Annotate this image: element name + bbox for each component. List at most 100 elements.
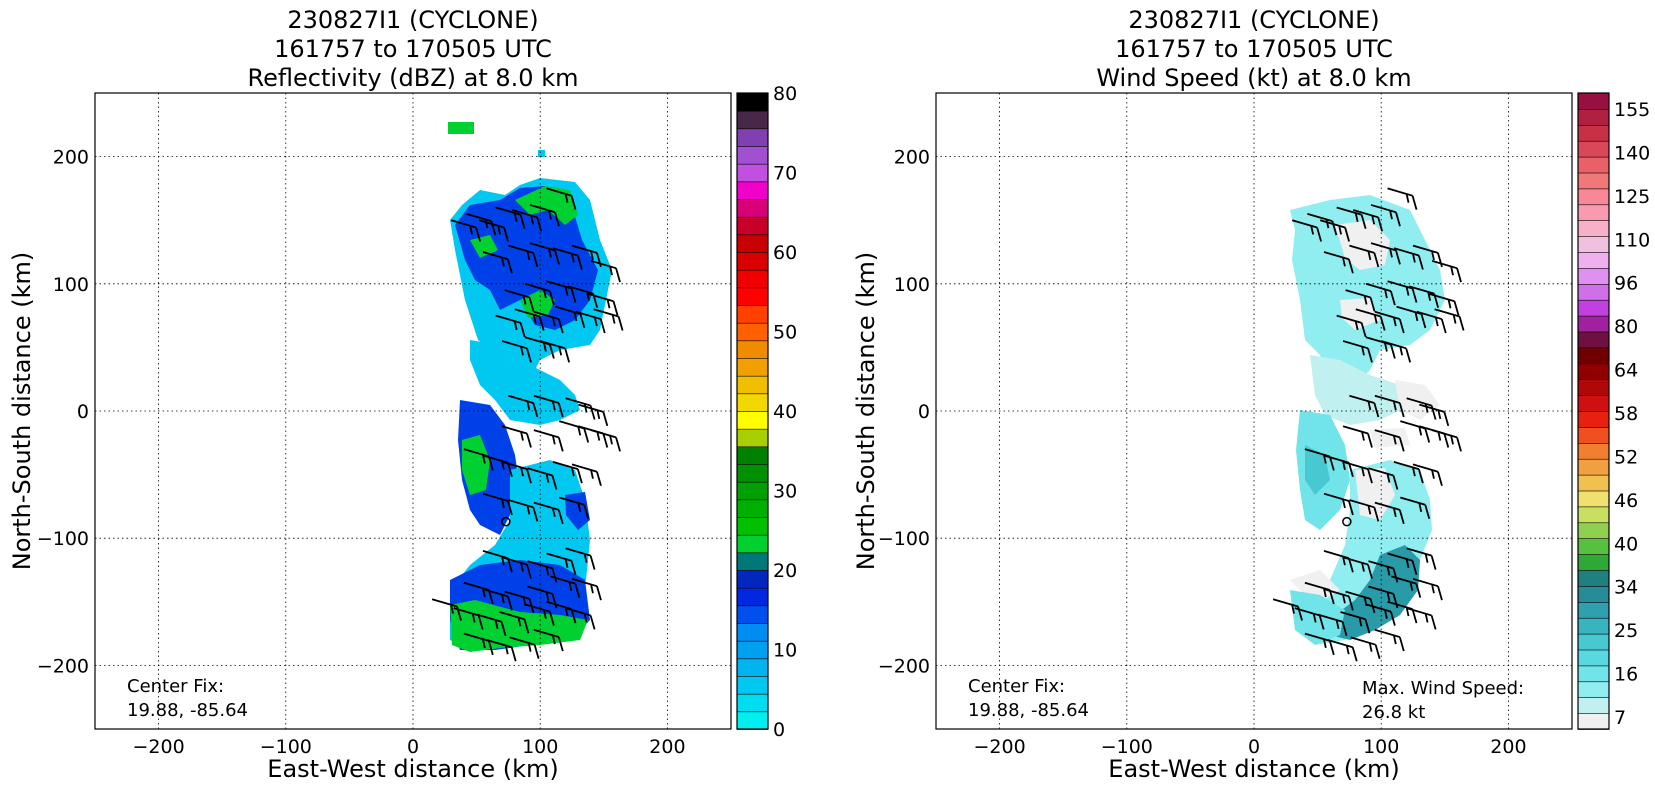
- colorbar-tick-label: 58: [1614, 403, 1638, 425]
- wind-barb: [1355, 308, 1386, 331]
- colorbar-tick-labels: 7 16 25 34 40 46 52 58 64 80 96 110 125 140 155: [1614, 99, 1650, 729]
- colorbar-segment: [736, 428, 769, 448]
- wind-barb: [1349, 394, 1380, 418]
- chart-title-line-1: 230827I1 (CYCLONE): [1128, 6, 1379, 34]
- colorbar-segment: [736, 128, 769, 147]
- wind-barb: [476, 613, 507, 637]
- wind-barb: [593, 308, 624, 331]
- wind-barb: [590, 429, 621, 452]
- wind-barb: [1304, 632, 1335, 656]
- wind-barb: [524, 603, 555, 626]
- wind-barb: [527, 560, 558, 583]
- wind-barb: [1294, 607, 1325, 630]
- y-tick-label: 200: [894, 147, 930, 169]
- wind-barb: [565, 547, 596, 570]
- reflectivity-panel: 230827I1 (CYCLONE) 161757 to 170505 UTC …: [8, 6, 797, 783]
- center-fix-label: Center Fix:: [968, 676, 1065, 697]
- colorbar-segment: [1577, 108, 1610, 126]
- wind-barb: [1393, 461, 1424, 484]
- wind-barb: [590, 260, 621, 283]
- wind-speed-colorbar: [1577, 92, 1610, 730]
- colorbar-segment: [1577, 347, 1610, 365]
- y-tick-label: −100: [37, 528, 89, 550]
- colorbar-segment: [1577, 665, 1610, 683]
- chart-title-line-2: 161757 to 170505 UTC: [274, 35, 552, 63]
- wind-barb: [482, 492, 513, 516]
- x-tick-label: −200: [974, 736, 1026, 758]
- wind-barb: [508, 499, 539, 522]
- colorbar-segment: [1577, 299, 1610, 317]
- wind-barb: [1434, 308, 1465, 331]
- wind-barb: [1400, 496, 1431, 520]
- wind-barb: [508, 394, 539, 418]
- wind-barb: [552, 247, 583, 270]
- wind-barb: [1406, 547, 1437, 570]
- wind-barb: [1319, 219, 1350, 242]
- wind-barb: [501, 425, 532, 448]
- colorbar-tick-label: 20: [773, 560, 797, 582]
- wind-barb: [1327, 639, 1358, 662]
- colorbar-tick-label: 34: [1614, 577, 1638, 599]
- wind-barb: [486, 639, 517, 662]
- wind-region-isolated: [1292, 208, 1310, 222]
- y-tick-labels: −200 −100 0 100 200: [37, 147, 89, 678]
- chart-title-line-3: Reflectivity (dBZ) at 8.0 km: [248, 64, 579, 92]
- colorbar-segment: [736, 552, 769, 571]
- x-tick-label: 0: [1248, 736, 1260, 758]
- x-tick-label: 200: [649, 736, 685, 758]
- wind-barb: [565, 607, 596, 630]
- wind-barb: [546, 552, 577, 575]
- wind-barb: [571, 463, 602, 486]
- wind-barb: [1345, 289, 1376, 312]
- wind-barb: [1323, 251, 1354, 274]
- colorbar-segment: [736, 446, 769, 465]
- colorbar-segment: [1577, 378, 1610, 396]
- wind-barb: [1412, 463, 1443, 486]
- colorbar-tick-label: 16: [1614, 664, 1638, 686]
- wind-barb: [1349, 244, 1380, 268]
- colorbar-segment: [1577, 696, 1610, 714]
- wind-barb: [1365, 282, 1396, 306]
- colorbar-segment: [1577, 617, 1610, 635]
- wind-region-south-light: [1290, 468, 1395, 605]
- colorbar-segment: [736, 198, 769, 218]
- plot-frame: [935, 92, 1573, 730]
- plot-frame: [94, 92, 732, 730]
- colorbar-segment: [736, 181, 769, 200]
- wind-barb: [1370, 242, 1401, 265]
- y-axis-label: North-South distance (km): [8, 252, 36, 571]
- colorbar-segment: [1577, 521, 1610, 539]
- wind-barb: [533, 394, 564, 418]
- wind-barb: [1370, 204, 1401, 227]
- colorbar-segment: [1577, 410, 1610, 428]
- wind-barb: [1336, 314, 1367, 338]
- colorbar-tick-label: 10: [773, 640, 797, 662]
- wind-barb: [482, 251, 513, 274]
- wind-barb: [1368, 467, 1399, 490]
- wind-barb: [527, 467, 558, 490]
- x-tick-labels: −200 −100 0 100 200: [133, 736, 686, 758]
- wind-region-north-light: [1335, 220, 1390, 330]
- y-tick-label: 100: [894, 274, 930, 296]
- wind-barb: [1342, 556, 1373, 579]
- colorbar-segment: [736, 163, 769, 183]
- colorbar-tick-label: 40: [773, 401, 797, 423]
- wind-barb: [499, 611, 530, 634]
- wind-barb: [1380, 340, 1412, 363]
- colorbar-segment: [1577, 204, 1610, 222]
- colorbar-segment: [1577, 633, 1610, 651]
- wind-barb: [1368, 560, 1399, 583]
- colorbar-segment: [736, 357, 769, 377]
- wind-barb: [1431, 260, 1462, 283]
- wind-barb: [546, 187, 577, 210]
- colorbar-tick-labels: 0 10 20 30 40 50 60 70 80: [773, 83, 797, 741]
- colorbar-segment: [736, 658, 769, 677]
- wind-barbs: [1272, 187, 1465, 662]
- wind-barb: [501, 340, 532, 363]
- wind-barb: [1387, 187, 1418, 210]
- wind-barbs: [431, 187, 624, 662]
- colorbar-segment: [1577, 394, 1610, 412]
- wind-barb: [533, 310, 564, 334]
- colorbar-segment: [736, 340, 769, 359]
